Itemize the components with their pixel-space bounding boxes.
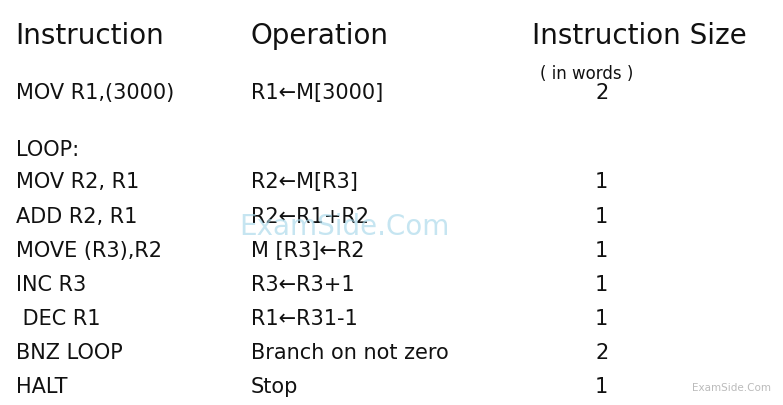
Text: ExamSide.Com: ExamSide.Com [240, 213, 449, 241]
Text: Branch on not zero: Branch on not zero [251, 343, 449, 363]
Text: 2: 2 [595, 343, 608, 363]
Text: M [R3]←R2: M [R3]←R2 [251, 241, 364, 261]
Text: 1: 1 [595, 377, 608, 397]
Text: MOVE (R3),R2: MOVE (R3),R2 [16, 241, 161, 261]
Text: R2←M[R3]: R2←M[R3] [251, 172, 357, 192]
Text: ADD R2, R1: ADD R2, R1 [16, 207, 137, 227]
Text: R1←M[3000]: R1←M[3000] [251, 83, 383, 103]
Text: 2: 2 [595, 83, 608, 103]
Text: 1: 1 [595, 309, 608, 328]
Text: LOOP:: LOOP: [16, 140, 79, 160]
Text: MOV R1,(3000): MOV R1,(3000) [16, 83, 174, 103]
Text: 1: 1 [595, 172, 608, 192]
Text: R1←R31-1: R1←R31-1 [251, 309, 357, 328]
Text: Instruction Size: Instruction Size [532, 22, 747, 50]
Text: Instruction: Instruction [16, 22, 164, 50]
Text: 1: 1 [595, 207, 608, 227]
Text: R3←R3+1: R3←R3+1 [251, 275, 354, 295]
Text: HALT: HALT [16, 377, 67, 397]
Text: Operation: Operation [251, 22, 388, 50]
Text: DEC R1: DEC R1 [16, 309, 100, 328]
Text: ExamSide.Com: ExamSide.Com [692, 383, 771, 393]
Text: MOV R2, R1: MOV R2, R1 [16, 172, 139, 192]
Text: 1: 1 [595, 275, 608, 295]
Text: R2←R1+R2: R2←R1+R2 [251, 207, 369, 227]
Text: Stop: Stop [251, 377, 298, 397]
Text: 1: 1 [595, 241, 608, 261]
Text: INC R3: INC R3 [16, 275, 86, 295]
Text: BNZ LOOP: BNZ LOOP [16, 343, 122, 363]
Text: ( in words ): ( in words ) [540, 65, 633, 83]
